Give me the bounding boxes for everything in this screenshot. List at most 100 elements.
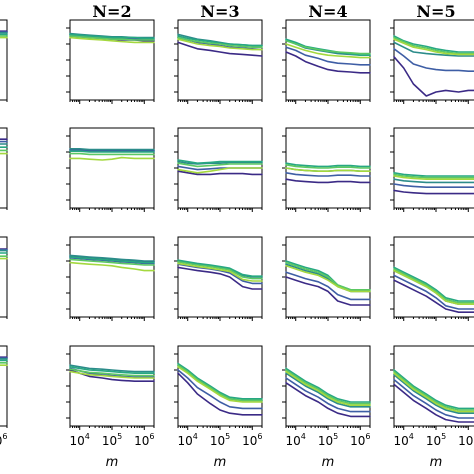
series-line-3 [393, 41, 474, 57]
series-line-6 [69, 261, 155, 272]
series-line-6 [393, 269, 474, 306]
panel-frame [393, 19, 474, 101]
series-line-2 [285, 271, 371, 301]
x-tick-label: 106 [458, 432, 474, 448]
panel-r3-c3 [174, 236, 263, 321]
panel-frame [177, 19, 263, 101]
x-tick-label-exponent: 4 [409, 432, 414, 441]
x-tick-label: 104 [70, 432, 90, 448]
series-line-5 [285, 369, 371, 405]
series-line-1 [393, 189, 474, 195]
column-title-5: N=5 [416, 2, 455, 21]
panel-r1-c3 [174, 19, 263, 104]
series-line-5 [393, 370, 474, 411]
series-line-3 [69, 254, 155, 262]
series-line-1 [177, 372, 263, 416]
x-tick-label: 105 [318, 432, 338, 448]
series-line-1 [177, 266, 263, 290]
series-line-6 [393, 372, 474, 413]
panel-frame [0, 345, 8, 427]
series-line-6 [285, 370, 371, 407]
column-title-3: N=3 [200, 2, 239, 21]
x-tick-label-base: 10 [242, 434, 257, 448]
panel-frame [69, 345, 155, 427]
x-tick-label-exponent: 4 [193, 432, 198, 441]
x-tick-label-exponent: 5 [441, 432, 446, 441]
series-line-1 [177, 41, 263, 57]
column-title-2: N=2 [92, 2, 131, 21]
series-line-4 [69, 33, 155, 40]
panel-frame [393, 127, 474, 209]
series-line-1 [285, 381, 371, 418]
series-line-4 [393, 172, 474, 177]
series-line-4 [393, 369, 474, 410]
x-axis-label: m [430, 455, 443, 470]
series-line-4 [285, 367, 371, 403]
x-tick-label-base: 10 [458, 434, 473, 448]
x-tick-label-exponent: 5 [117, 432, 122, 441]
series-line-4 [285, 162, 371, 168]
x-tick-label-exponent: 4 [85, 432, 90, 441]
series-line-3 [285, 372, 371, 408]
series-line-1 [177, 170, 263, 176]
series-line-2 [285, 46, 371, 66]
panel-r4-c4 [282, 345, 371, 430]
series-line-4 [177, 362, 263, 400]
panel-r2-c2 [66, 127, 155, 212]
x-tick-label-base: 10 [394, 434, 409, 448]
x-tick-label: 106 [134, 432, 154, 448]
series-line-6 [177, 365, 263, 403]
series-line-5 [393, 36, 474, 55]
series-line-6 [285, 264, 371, 293]
series-line-5 [285, 164, 371, 169]
panel-r4-c1 [0, 345, 8, 428]
panel-r2-c3 [174, 127, 263, 212]
panel-r2-c4 [282, 127, 371, 212]
series-line-6 [285, 167, 371, 172]
panel-frame [69, 19, 155, 101]
series-line-5 [285, 261, 371, 291]
series-line-6 [69, 36, 155, 44]
series-line-1 [285, 276, 371, 306]
panel-frame [69, 127, 155, 209]
series-line-6 [393, 38, 474, 56]
panel-r3-c4 [282, 236, 371, 321]
panel-r4-c3 [174, 345, 263, 430]
panel-r1-c4 [282, 19, 371, 104]
series-line-1 [393, 383, 474, 423]
x-tick-label: 104 [394, 432, 414, 448]
panel-r4-c2 [66, 345, 155, 430]
column-titles: N=1N=2N=3N=4N=5 [92, 2, 455, 21]
series-line-6 [177, 38, 263, 51]
panel-r1-c2 [66, 19, 155, 104]
x-axis-label: m [214, 455, 227, 470]
series-line-1 [393, 279, 474, 314]
series-line-4 [69, 256, 155, 264]
series-line-5 [69, 258, 155, 266]
panel-r2-c5 [390, 127, 474, 212]
series-line-4 [177, 159, 263, 164]
panel-r1-c1 [0, 19, 8, 102]
x-tick-label: 106 [0, 432, 7, 448]
x-tick-label-exponent: 6 [149, 432, 154, 441]
x-tick-label-base: 10 [134, 434, 149, 448]
series-line-4 [69, 365, 155, 375]
series-line-4 [177, 259, 263, 278]
x-tick-label: 105 [210, 432, 230, 448]
series-line-5 [177, 162, 263, 168]
series-line-3 [69, 148, 155, 151]
x-axis-label: m [322, 455, 335, 470]
series-line-6 [177, 167, 263, 174]
x-tick-label-base: 10 [102, 434, 117, 448]
series-line-5 [69, 152, 155, 156]
panel-r1-c5 [390, 19, 474, 104]
series-line-2 [177, 369, 263, 410]
x-tick-label: 104 [286, 432, 306, 448]
series-line-4 [393, 35, 474, 53]
column-title-4: N=4 [308, 2, 347, 21]
series-line-5 [69, 368, 155, 377]
x-tick-label-exponent: 6 [2, 432, 7, 441]
series-line-5 [393, 268, 474, 304]
series-line-2 [393, 274, 474, 310]
